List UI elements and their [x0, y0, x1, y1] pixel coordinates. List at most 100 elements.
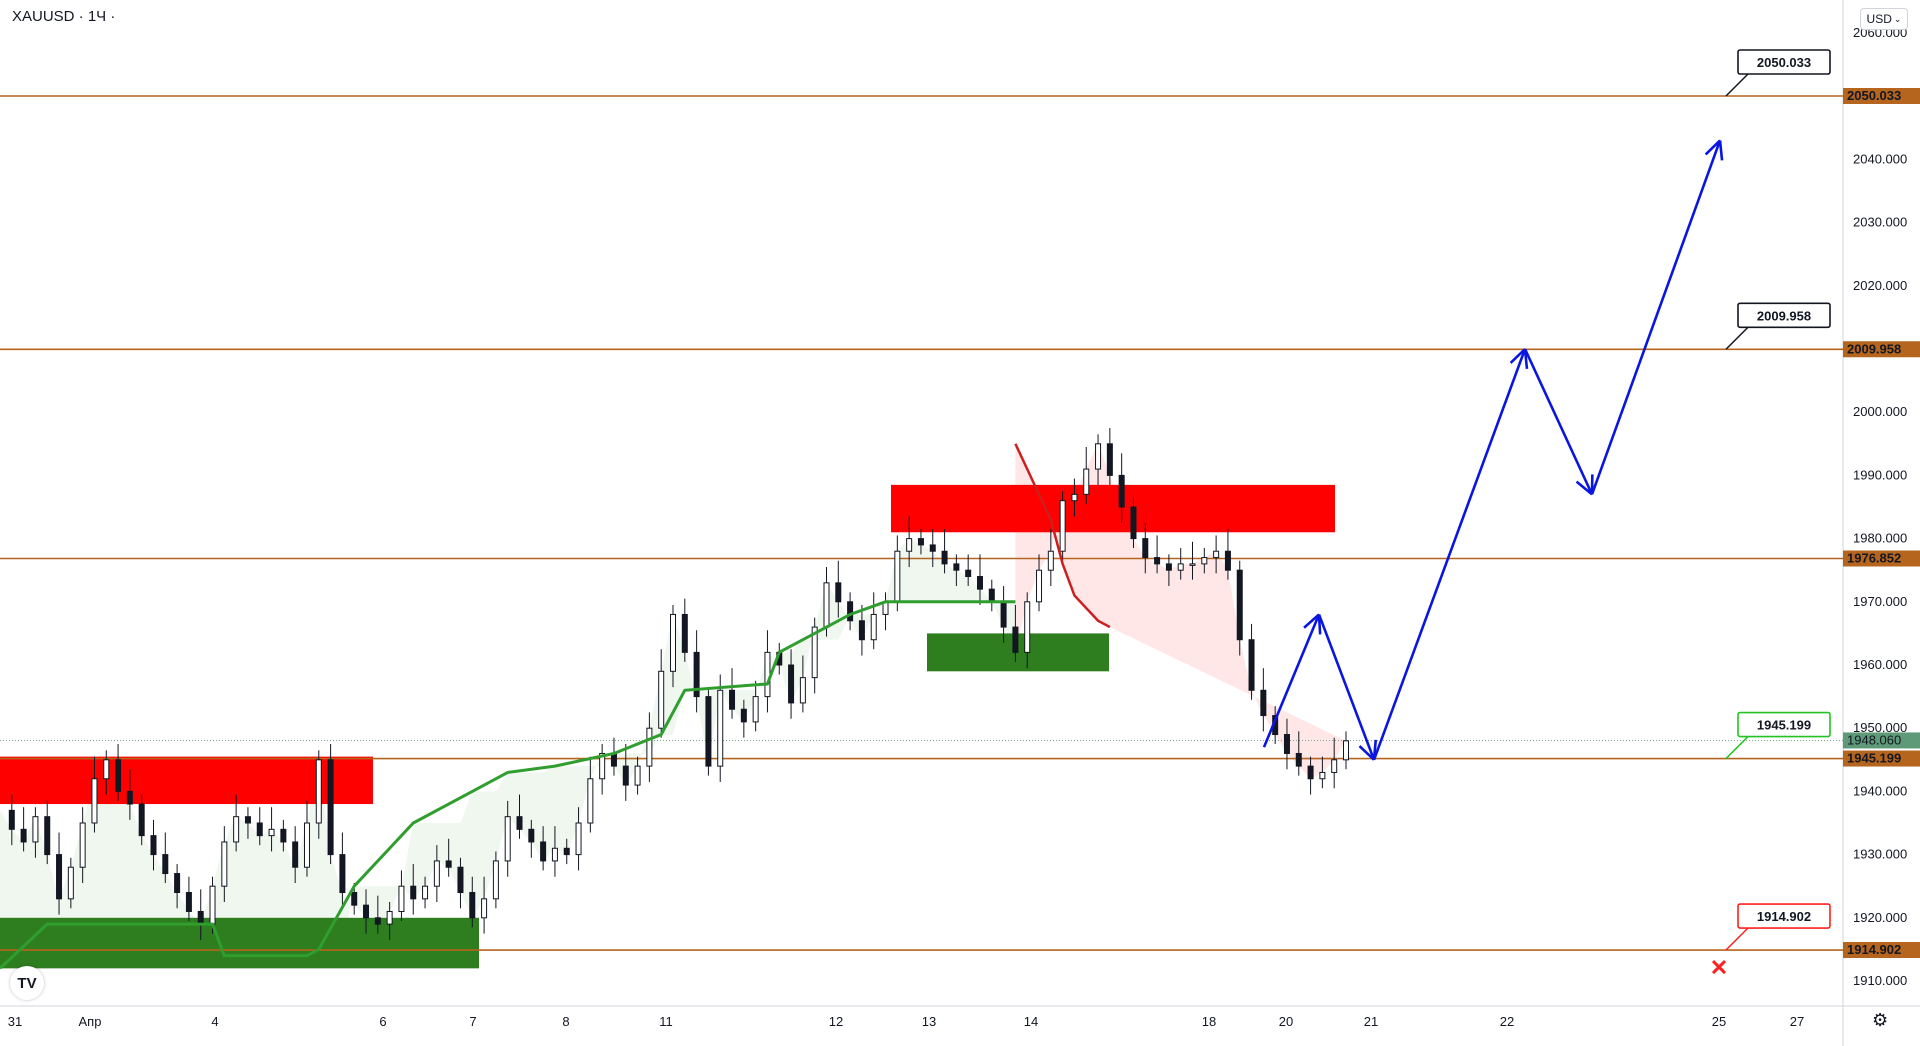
y-tick-label: 2040.000 [1853, 151, 1907, 166]
x-tick-label: 4 [211, 1014, 218, 1029]
projection-arrowhead [1303, 613, 1320, 629]
candle-body [551, 847, 558, 862]
candle-body [1071, 493, 1078, 502]
y-tick-label: 1950.000 [1853, 720, 1907, 735]
candle-body [44, 816, 51, 856]
level-price-text: 1976.852 [1847, 550, 1901, 565]
candle-body [56, 854, 63, 900]
candle-body [929, 544, 936, 552]
candle-body [1319, 771, 1326, 780]
candle-body [185, 892, 192, 912]
currency-selector[interactable]: USD ⌄ [1860, 8, 1908, 30]
candle-body [174, 873, 181, 894]
candle-body [740, 708, 747, 723]
candle-body [1012, 626, 1019, 653]
red-x-icon [1711, 960, 1727, 975]
candle-body [209, 885, 216, 925]
candle-body [8, 809, 15, 830]
callout-text: 1945.199 [1757, 718, 1811, 733]
chevron-down-icon: ⌄ [1893, 13, 1902, 24]
candle-body [941, 550, 948, 565]
x-tick-label: 18 [1202, 1014, 1216, 1029]
candle-body [705, 696, 712, 767]
projection-arrowhead [1575, 480, 1593, 496]
y-tick-label: 1920.000 [1853, 910, 1907, 925]
candle-body [363, 904, 370, 919]
callout-text: 2050.033 [1757, 55, 1811, 70]
projection-arrow-segment [1590, 139, 1722, 495]
candle-body [516, 816, 523, 830]
x-tick-label: 14 [1024, 1014, 1038, 1029]
level-price-text: 1914.902 [1847, 942, 1901, 957]
candle-body [292, 841, 299, 868]
candle-body [1236, 569, 1243, 641]
y-tick-label: 1930.000 [1853, 847, 1907, 862]
candle-body [953, 563, 960, 571]
projection-arrowhead [1718, 140, 1724, 161]
candle-body [327, 759, 334, 856]
callout-text: 1914.902 [1757, 909, 1811, 924]
candle-body [1283, 734, 1290, 754]
candle-body [91, 778, 98, 824]
candle-body [894, 550, 901, 603]
y-tick-label: 2030.000 [1853, 215, 1907, 230]
callout-pointer [1725, 927, 1749, 951]
candle-body [481, 898, 488, 919]
candle-body [79, 822, 86, 868]
candle-body [351, 892, 358, 906]
callout-pointer [1725, 326, 1749, 350]
tradingview-logo-icon[interactable]: TV [10, 966, 44, 1000]
candle-body [976, 576, 983, 590]
callout-box [1737, 49, 1831, 75]
candle-body [374, 917, 381, 925]
y-tick-label: 2000.000 [1853, 404, 1907, 419]
projection-arrowhead [1358, 745, 1375, 761]
gear-icon[interactable]: ⚙ [1872, 1010, 1889, 1030]
candle-body [1083, 468, 1090, 495]
candle-body [1106, 443, 1113, 476]
level-price-tag [1843, 750, 1920, 767]
candle-body [150, 835, 157, 856]
candle-body [1024, 601, 1031, 653]
x-tick-label: 31 [8, 1014, 22, 1029]
demand-zone [0, 917, 479, 969]
candle-body [162, 854, 169, 875]
x-tick-label: 12 [829, 1014, 843, 1029]
y-tick-label: 1970.000 [1853, 594, 1907, 609]
x-tick-label: 25 [1712, 1014, 1726, 1029]
candle-body [823, 582, 830, 628]
candle-body [303, 822, 310, 868]
candle-body [870, 613, 877, 641]
candle-body [32, 816, 39, 843]
candle-body [339, 854, 346, 894]
candle-body [1343, 740, 1349, 761]
candle-body [835, 582, 842, 603]
candle-body [681, 613, 688, 653]
callout-box [1737, 903, 1831, 929]
candle-body [1307, 765, 1314, 780]
level-price-text: 1945.199 [1847, 751, 1901, 766]
candle-body [268, 828, 275, 837]
candle-body [398, 885, 405, 912]
candle-body [540, 841, 547, 862]
y-tick-label: 1960.000 [1853, 657, 1907, 672]
symbol-title: XAUUSD · 1Ч · [12, 8, 116, 25]
projection-arrow-segment [1317, 613, 1376, 761]
candle-body [433, 860, 440, 887]
x-tick-label: 6 [379, 1014, 386, 1029]
candle-body [469, 892, 476, 919]
candle-body [965, 569, 972, 578]
candle-body [221, 841, 228, 887]
candle-body [67, 866, 74, 900]
candle-body [280, 828, 287, 843]
candle-body [1118, 474, 1125, 508]
candle-body [1130, 506, 1137, 540]
candle-body [20, 828, 27, 843]
candle-body [115, 759, 122, 792]
trailing-stop-green-line [0, 600, 1016, 970]
level-price-text: 2050.033 [1847, 88, 1901, 103]
candle-body [244, 816, 251, 824]
candle-body [103, 759, 110, 780]
x-tick-label: 8 [562, 1014, 569, 1029]
